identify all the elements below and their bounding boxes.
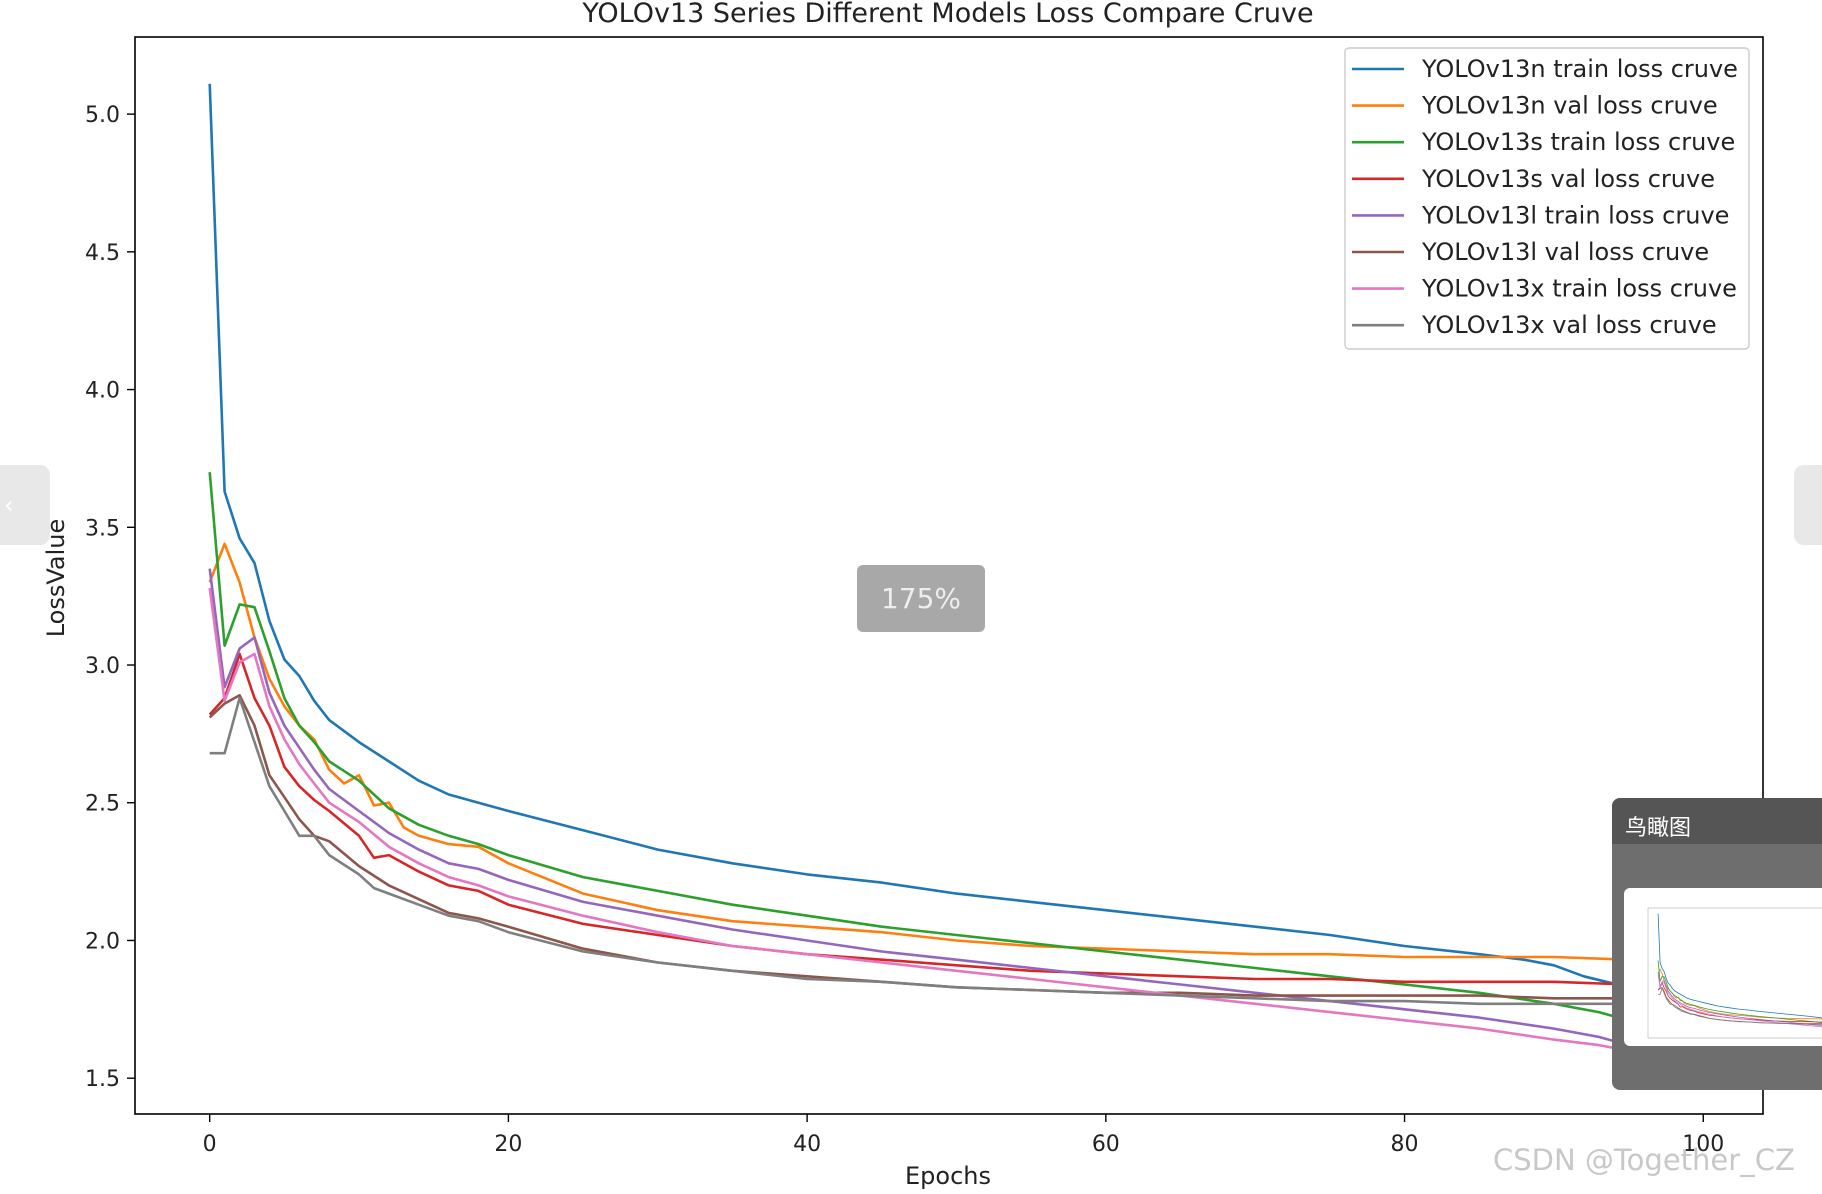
- x-tick-label: 20: [494, 1132, 522, 1157]
- thumb-series-line: [1657, 974, 1822, 1028]
- y-axis-ticks: 1.5 2.0 2.5 3.0 3.5 4.0 4.5 5.0: [85, 103, 135, 1092]
- series-line-4: [208, 652, 1689, 986]
- plot-lines: [208, 83, 1689, 1063]
- thumb-series-line: [1658, 986, 1822, 1025]
- series-line-1: [208, 83, 1689, 1006]
- overview-panel[interactable]: 鸟瞰图: [1612, 798, 1822, 1090]
- x-tick-label: 40: [793, 1132, 821, 1157]
- next-image-button[interactable]: [1794, 465, 1822, 545]
- legend-label: YOLOv13l val loss cruve: [1421, 238, 1709, 266]
- y-tick-label: 3.5: [85, 516, 120, 541]
- thumb-series-line: [1657, 981, 1822, 1023]
- thumb-series-line: [1657, 972, 1822, 1027]
- series-line-2: [208, 542, 1689, 962]
- overview-thumbnail-chart: [1647, 907, 1822, 1039]
- legend-label: YOLOv13l train loss cruve: [1421, 201, 1729, 229]
- thumb-series-line: [1657, 913, 1822, 1019]
- legend-label: YOLOv13x val loss cruve: [1421, 311, 1717, 339]
- y-tick-label: 1.5: [85, 1067, 120, 1092]
- legend-label: YOLOv13s train loss cruve: [1421, 128, 1735, 156]
- series-line-8: [209, 696, 1689, 1006]
- legend-label: YOLOv13n val loss cruve: [1421, 92, 1718, 120]
- x-axis-label: Epochs: [905, 1162, 991, 1190]
- legend-label: YOLOv13x train loss cruve: [1421, 275, 1737, 303]
- legend-label: YOLOv13s val loss cruve: [1421, 165, 1715, 193]
- chevron-left-icon: ‹: [4, 491, 14, 519]
- overview-title: 鸟瞰图: [1612, 798, 1822, 844]
- y-tick-label: 4.0: [85, 379, 120, 404]
- chart-title: YOLOv13 Series Different Models Loss Com…: [581, 0, 1313, 29]
- y-tick-label: 2.5: [85, 792, 120, 817]
- y-tick-label: 3.0: [85, 654, 120, 679]
- thumb-frame: [1647, 907, 1822, 1039]
- legend-box: [1344, 47, 1750, 350]
- legend: YOLOv13n train loss cruve YOLOv13n val lo…: [1344, 47, 1750, 350]
- legend-items: YOLOv13n train loss cruve YOLOv13n val lo…: [1352, 55, 1738, 339]
- watermark: CSDN @Together_CZ: [1493, 1143, 1795, 1177]
- overview-thumbnail[interactable]: [1624, 888, 1822, 1046]
- plot-frame: [134, 36, 1764, 1115]
- series-line-6: [208, 693, 1689, 1000]
- legend-label: YOLOv13n train loss cruve: [1421, 55, 1738, 83]
- y-tick-label: 5.0: [85, 103, 120, 128]
- series-line-5: [208, 568, 1689, 1063]
- y-tick-label: 2.0: [85, 929, 120, 954]
- x-tick-label: 0: [203, 1132, 217, 1157]
- zoom-level-badge: 175%: [857, 565, 985, 632]
- x-tick-label: 80: [1391, 1132, 1419, 1157]
- series-line-7: [208, 587, 1689, 1063]
- series-line-3: [208, 472, 1689, 1030]
- x-axis-ticks: 0 20 40 60 80 100: [203, 1114, 1724, 1157]
- x-tick-label: 100: [1682, 1132, 1724, 1157]
- x-tick-label: 60: [1092, 1132, 1120, 1157]
- prev-image-button[interactable]: ‹: [0, 465, 50, 545]
- y-tick-label: 4.5: [85, 241, 120, 266]
